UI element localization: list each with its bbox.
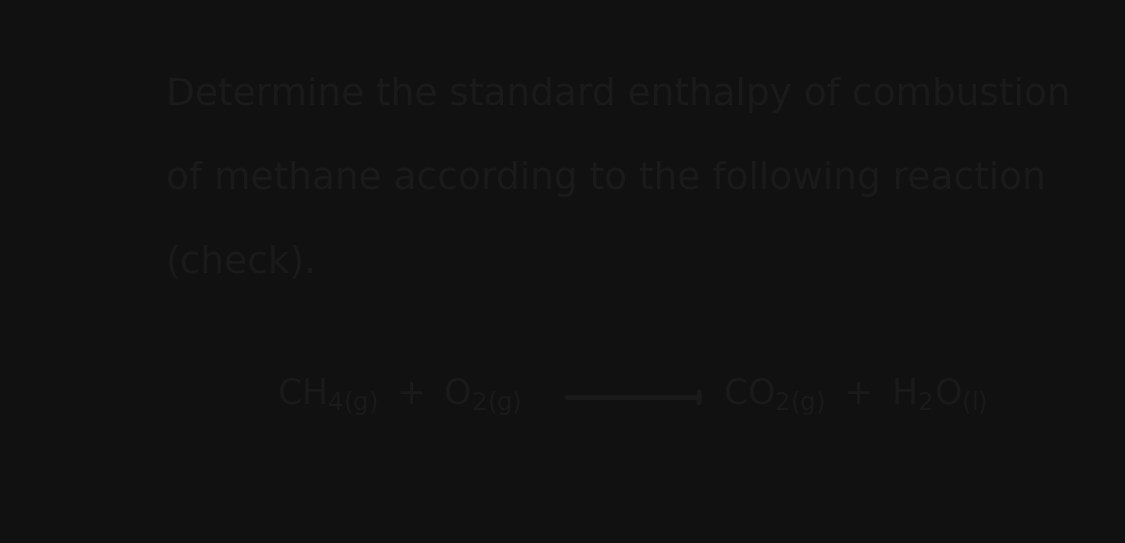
Text: Determine the standard enthalpy of combustion: Determine the standard enthalpy of combu… [165,77,1070,113]
Text: $\mathregular{CH_{4(g)}\ +\ O_{2(g)}}$: $\mathregular{CH_{4(g)}\ +\ O_{2(g)}}$ [277,377,521,418]
Text: $\mathregular{CO_{2(g)}\ +\ H_{2}O_{(l)}}$: $\mathregular{CO_{2(g)}\ +\ H_{2}O_{(l)}… [723,377,988,418]
Text: (check).: (check). [165,244,317,281]
Text: of methane according to the following reaction: of methane according to the following re… [165,161,1045,197]
